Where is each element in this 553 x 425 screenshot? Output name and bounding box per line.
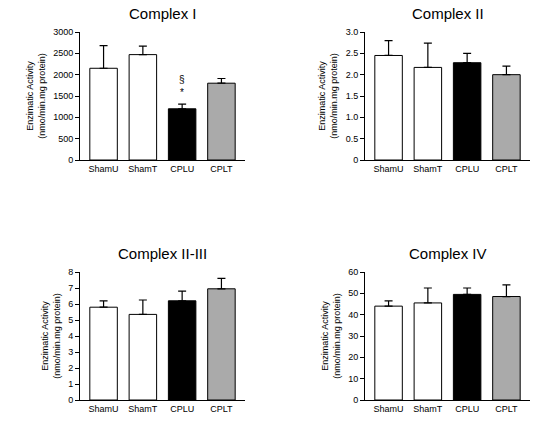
svg-text:1: 1 [68,379,73,389]
svg-text:CPLT: CPLT [210,164,233,174]
svg-text:1.0: 1.0 [346,112,359,122]
svg-text:ShamU: ShamU [89,404,119,414]
svg-text:CPLT: CPLT [495,164,518,174]
svg-text:30: 30 [348,331,358,341]
svg-text:ShamT: ShamT [128,404,158,414]
svg-text:2000: 2000 [53,70,73,80]
svg-text:ShamT: ShamT [413,164,443,174]
svg-text:3.0: 3.0 [346,27,359,37]
svg-text:1.5: 1.5 [346,91,359,101]
svg-text:2.0: 2.0 [346,70,359,80]
svg-text:CPLU: CPLU [170,164,194,174]
svg-text:40: 40 [348,310,358,320]
svg-text:Enzimatic Activity(nmo/min.mg: Enzimatic Activity(nmo/min.mg protein) [320,293,342,379]
svg-text:0: 0 [68,155,73,165]
svg-text:2: 2 [68,363,73,373]
svg-text:ShamU: ShamU [374,404,404,414]
svg-text:Complex IV: Complex IV [409,245,487,262]
svg-text:0: 0 [353,395,358,405]
svg-text:CPLU: CPLU [455,164,479,174]
svg-text:1500: 1500 [53,91,73,101]
svg-text:20: 20 [348,352,358,362]
svg-text:0: 0 [353,155,358,165]
svg-text:0.5: 0.5 [346,134,359,144]
svg-text:ShamU: ShamU [374,164,404,174]
svg-text:7: 7 [68,283,73,293]
svg-text:ShamT: ShamT [128,164,158,174]
svg-text:6: 6 [68,299,73,309]
svg-text:50: 50 [348,288,358,298]
svg-text:ShamU: ShamU [89,164,119,174]
svg-text:8: 8 [68,267,73,277]
svg-text:CPLU: CPLU [170,404,194,414]
svg-text:Enzimatic Activity(nmo/min.mg: Enzimatic Activity(nmo/min.mg protein) [317,53,339,139]
svg-text:1000: 1000 [53,112,73,122]
svg-text:Enzimatic Activity(nmo/min.mg: Enzimatic Activity(nmo/min.mg protein) [40,293,62,379]
svg-text:CPLT: CPLT [495,404,518,414]
svg-text:3000: 3000 [53,27,73,37]
svg-text:2500: 2500 [53,48,73,58]
svg-text:60: 60 [348,267,358,277]
svg-text:Enzimatic Activity(nmo/min.mg: Enzimatic Activity(nmo/min.mg protein) [25,53,47,139]
svg-text:3: 3 [68,347,73,357]
svg-text:§: § [179,74,185,85]
svg-text:5: 5 [68,315,73,325]
svg-text:ShamT: ShamT [413,404,443,414]
svg-text:Complex I: Complex I [129,5,197,22]
svg-text:Complex II-III: Complex II-III [118,245,207,262]
svg-text:*: * [180,87,184,98]
svg-text:CPLU: CPLU [455,404,479,414]
svg-text:2.5: 2.5 [346,48,359,58]
svg-text:10: 10 [348,374,358,384]
svg-text:CPLT: CPLT [210,404,233,414]
svg-text:Complex II: Complex II [412,5,484,22]
svg-text:500: 500 [58,134,73,144]
svg-text:4: 4 [68,331,73,341]
svg-text:0: 0 [68,395,73,405]
